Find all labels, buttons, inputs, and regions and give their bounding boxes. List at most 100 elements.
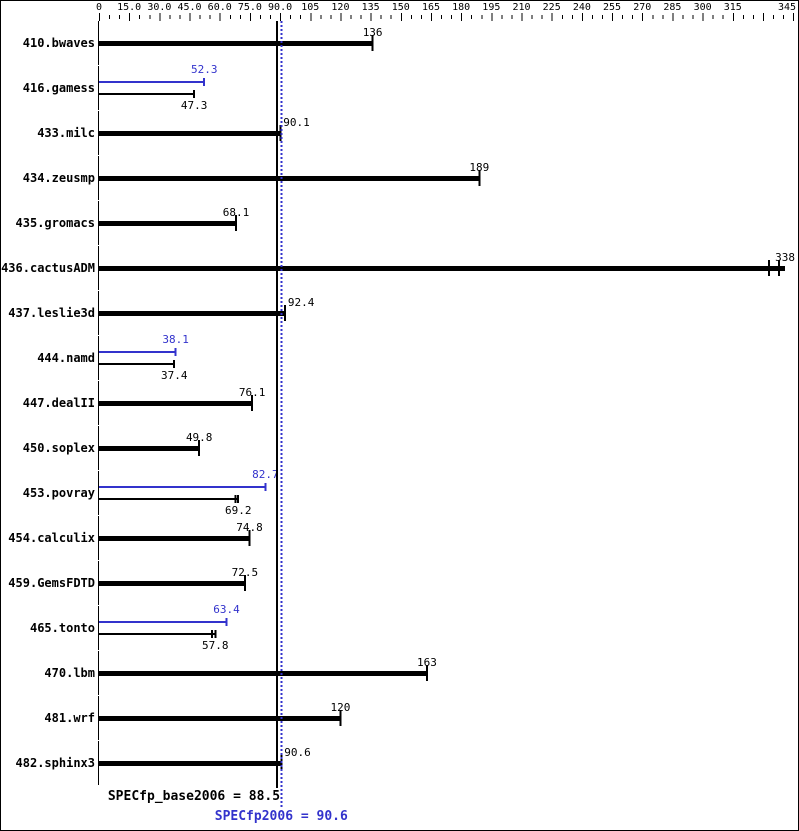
axis-tick-label: 210 bbox=[512, 2, 530, 13]
base-mean-label: SPECfp_base2006 = 88.5 bbox=[108, 789, 280, 804]
bar-end-cap bbox=[264, 483, 267, 491]
bar-base-and-peak bbox=[99, 311, 285, 316]
bar-end-cap bbox=[237, 495, 240, 503]
bar-base-and-peak bbox=[99, 716, 341, 721]
axis-tick-label: 240 bbox=[573, 2, 591, 13]
benchmark-label: 454.calculix bbox=[8, 531, 95, 545]
bar-base-and-peak bbox=[99, 131, 281, 136]
bar-base bbox=[99, 93, 195, 95]
axis-tick-label: 195 bbox=[482, 2, 500, 13]
benchmark-label: 459.GemsFDTD bbox=[8, 576, 95, 590]
benchmark-label: 470.lbm bbox=[44, 666, 95, 680]
bar-value-label: 52.3 bbox=[191, 63, 218, 76]
bar-peak bbox=[99, 351, 176, 353]
benchmark-label: 465.tonto bbox=[30, 621, 95, 635]
axis-tick-label: 285 bbox=[663, 2, 681, 13]
bar-value-label: 120 bbox=[331, 701, 351, 714]
bar-base bbox=[99, 498, 239, 500]
bar-value-label: 57.8 bbox=[202, 639, 229, 652]
axis-tick-label: 105 bbox=[301, 2, 319, 13]
benchmark-label: 433.milc bbox=[37, 126, 95, 140]
bar-end-cap bbox=[251, 395, 254, 411]
bar-end-cap bbox=[235, 215, 238, 231]
benchmark-label: 450.soplex bbox=[23, 441, 95, 455]
bar-base bbox=[99, 363, 175, 365]
axis-tick-label: 15.0 bbox=[117, 2, 141, 13]
bar-value-label: 63.4 bbox=[213, 603, 240, 616]
axis-tick-label: 225 bbox=[543, 2, 561, 13]
axis-tick-label: 90.0 bbox=[268, 2, 292, 13]
axis-tick-label: 135 bbox=[362, 2, 380, 13]
bar-base-and-peak bbox=[99, 266, 786, 271]
axis-tick-label: 300 bbox=[694, 2, 712, 13]
bar-value-label: 90.6 bbox=[284, 746, 311, 759]
bar-end-cap bbox=[339, 710, 342, 726]
bar-value-label: 68.1 bbox=[223, 206, 250, 219]
run-median-mark bbox=[211, 630, 214, 638]
bar-end-cap bbox=[279, 125, 282, 141]
bar-end-cap bbox=[193, 90, 196, 98]
axis-tick-label: 60.0 bbox=[208, 2, 232, 13]
axis-tick-label: 120 bbox=[331, 2, 349, 13]
axis-tick-label: 255 bbox=[603, 2, 621, 13]
axis-tick-label: 30.0 bbox=[147, 2, 171, 13]
run-median-mark bbox=[234, 495, 237, 503]
bar-end-cap bbox=[198, 440, 201, 456]
benchmark-label: 447.dealII bbox=[23, 396, 95, 410]
axis-tick-label: 180 bbox=[452, 2, 470, 13]
bar-value-label: 69.2 bbox=[225, 504, 252, 517]
bar-end-cap bbox=[203, 78, 206, 86]
bar-value-label: 136 bbox=[363, 26, 383, 39]
bar-base bbox=[99, 633, 216, 635]
bar-base-and-peak bbox=[99, 41, 373, 46]
benchmark-label: 481.wrf bbox=[44, 711, 95, 725]
benchmark-label: 453.povray bbox=[23, 486, 95, 500]
bar-end-cap bbox=[248, 530, 251, 546]
benchmark-label: 416.gamess bbox=[23, 81, 95, 95]
bar-value-label: 47.3 bbox=[181, 99, 208, 112]
bar-end-cap bbox=[478, 170, 481, 186]
bar-end-cap bbox=[243, 575, 246, 591]
bar-end-cap bbox=[173, 360, 176, 368]
axis-tick-label: 345 bbox=[778, 2, 796, 13]
bar-base-and-peak bbox=[99, 581, 245, 586]
axis-tick-label: 270 bbox=[633, 2, 651, 13]
bar-end-cap bbox=[778, 260, 781, 276]
bar-base-and-peak bbox=[99, 761, 282, 766]
benchmark-label: 482.sphinx3 bbox=[16, 756, 95, 770]
bar-peak bbox=[99, 621, 227, 623]
axis-tick-label: 165 bbox=[422, 2, 440, 13]
peak-mean-label: SPECfp2006 = 90.6 bbox=[215, 809, 348, 824]
bar-base-and-peak bbox=[99, 446, 200, 451]
bar-value-label: 49.8 bbox=[186, 431, 213, 444]
bar-base-and-peak bbox=[99, 671, 427, 676]
bar-value-label: 76.1 bbox=[239, 386, 266, 399]
bar-value-label: 338 bbox=[775, 251, 795, 264]
bar-value-label: 189 bbox=[469, 161, 489, 174]
bar-peak bbox=[99, 81, 205, 83]
bar-value-label: 74.8 bbox=[236, 521, 263, 534]
benchmark-label: 437.leslie3d bbox=[8, 306, 95, 320]
bar-value-label: 38.1 bbox=[162, 333, 189, 346]
axis-tick-label: 315 bbox=[724, 2, 742, 13]
bar-value-label: 90.1 bbox=[283, 116, 310, 129]
benchmark-label: 444.namd bbox=[37, 351, 95, 365]
bar-value-label: 163 bbox=[417, 656, 437, 669]
bar-value-label: 92.4 bbox=[288, 296, 315, 309]
bar-value-label: 82.7 bbox=[252, 468, 279, 481]
run-median-mark bbox=[767, 260, 770, 276]
bar-end-cap bbox=[225, 618, 228, 626]
benchmark-label: 436.cactusADM bbox=[1, 261, 95, 275]
axis-tick-label: 0 bbox=[96, 2, 102, 13]
bar-base-and-peak bbox=[99, 536, 250, 541]
bar-end-cap bbox=[371, 35, 374, 51]
bar-end-cap bbox=[174, 348, 177, 356]
bar-base-and-peak bbox=[99, 401, 253, 406]
benchmark-label: 434.zeusmp bbox=[23, 171, 95, 185]
bar-base-and-peak bbox=[99, 176, 480, 181]
axis-tick-label: 75.0 bbox=[238, 2, 262, 13]
benchmark-label: 435.gromacs bbox=[16, 216, 95, 230]
